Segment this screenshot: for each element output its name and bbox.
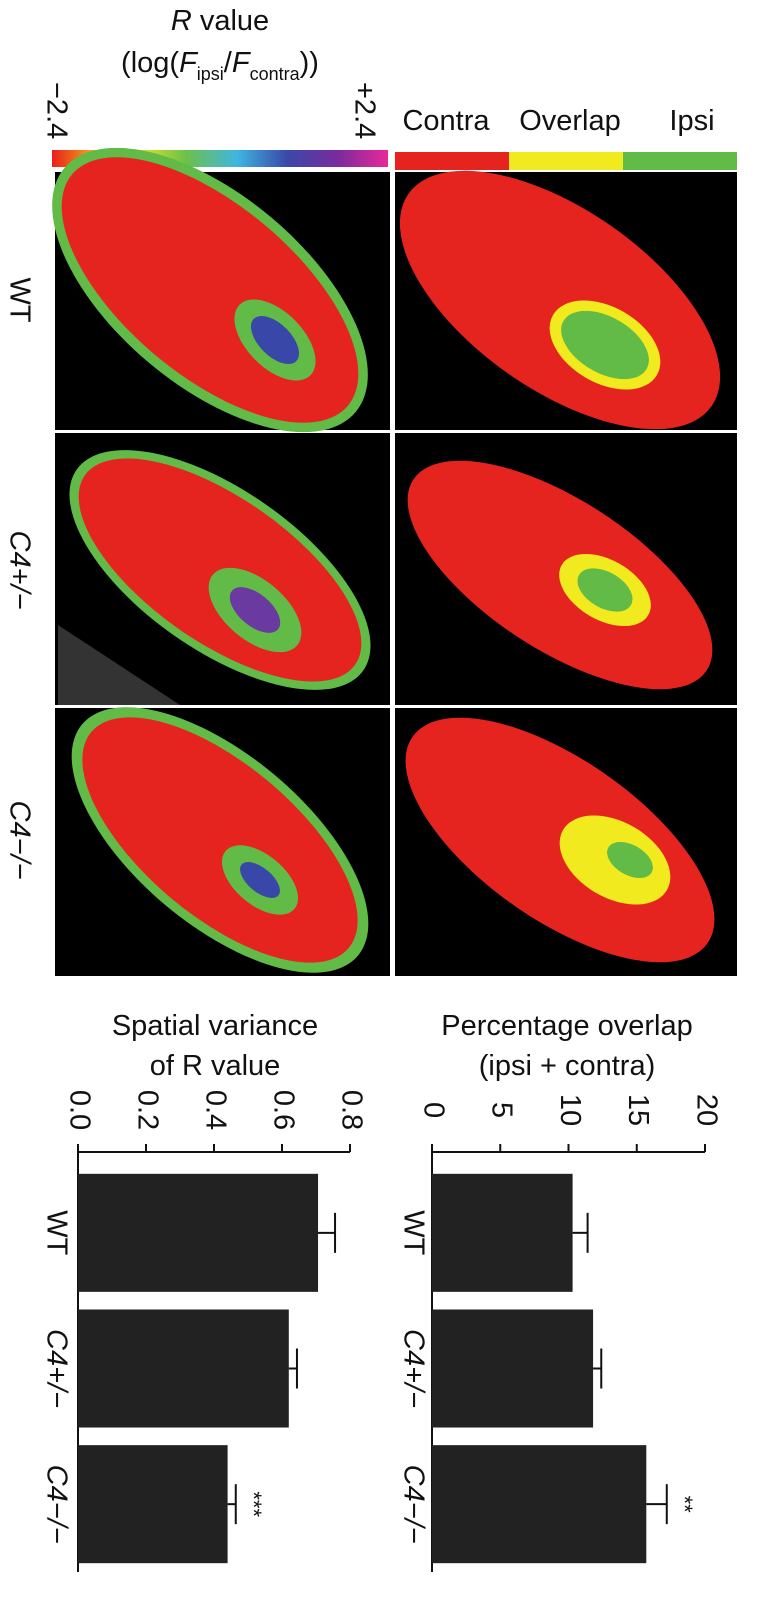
title-part: R [171, 5, 192, 37]
colorbar-max: +2.4 [348, 82, 380, 139]
x-tick-label: 0.6 [267, 1090, 299, 1130]
legend-swatch [395, 152, 509, 170]
colorbar-label: (log(Fipsi/Fcontra)) [121, 47, 319, 84]
bar [432, 1445, 647, 1564]
row-label: C4+/− [3, 531, 35, 610]
colorbar-title: R value [171, 5, 269, 37]
x-tick-label: 0.8 [335, 1090, 367, 1130]
label-part: ipsi [197, 64, 224, 84]
chart-title: (ipsi + contra) [479, 1050, 655, 1082]
category-label: WT [397, 1210, 429, 1255]
x-tick-label: 0 [417, 1102, 449, 1118]
significance: ** [672, 1496, 697, 1514]
x-tick-label: 15 [622, 1094, 654, 1126]
x-tick-label: 0.4 [199, 1090, 231, 1130]
legend-label: Overlap [519, 105, 621, 137]
legend-label: Ipsi [669, 105, 714, 137]
bar [432, 1309, 594, 1428]
x-tick-label: 0.2 [131, 1090, 163, 1130]
chart-title: of R value [150, 1050, 281, 1082]
legend-swatch [509, 152, 623, 170]
category-label: WT [40, 1210, 72, 1255]
colorbar-min: −2.4 [40, 82, 72, 139]
label-part: / [224, 47, 233, 79]
row-label: C4−/− [3, 801, 35, 880]
label-part: F [232, 47, 252, 79]
label-part: )) [300, 47, 319, 79]
label-part: (log( [121, 47, 179, 79]
legend-swatch [623, 152, 737, 170]
label-part: contra [250, 64, 301, 84]
title-part: value [192, 5, 269, 37]
x-tick-label: 20 [690, 1094, 722, 1126]
x-tick-label: 10 [554, 1094, 586, 1126]
bar [78, 1445, 228, 1564]
chart-title: Spatial variance [112, 1010, 318, 1042]
significance: *** [241, 1491, 266, 1517]
category-label: C4+/− [40, 1329, 72, 1408]
category-label: C4−/− [40, 1465, 72, 1544]
category-label: C4+/− [397, 1329, 429, 1408]
legend-label: Contra [402, 105, 490, 137]
image-panels [52, 147, 737, 976]
row-label: WT [3, 277, 35, 322]
bar [78, 1309, 289, 1428]
bar [432, 1173, 573, 1292]
label-part: F [179, 47, 199, 79]
chart-title: Percentage overlap [441, 1010, 693, 1042]
bar [78, 1173, 319, 1292]
category-label: C4−/− [397, 1465, 429, 1544]
x-tick-label: 0.0 [63, 1090, 95, 1130]
x-tick-label: 5 [486, 1102, 518, 1118]
